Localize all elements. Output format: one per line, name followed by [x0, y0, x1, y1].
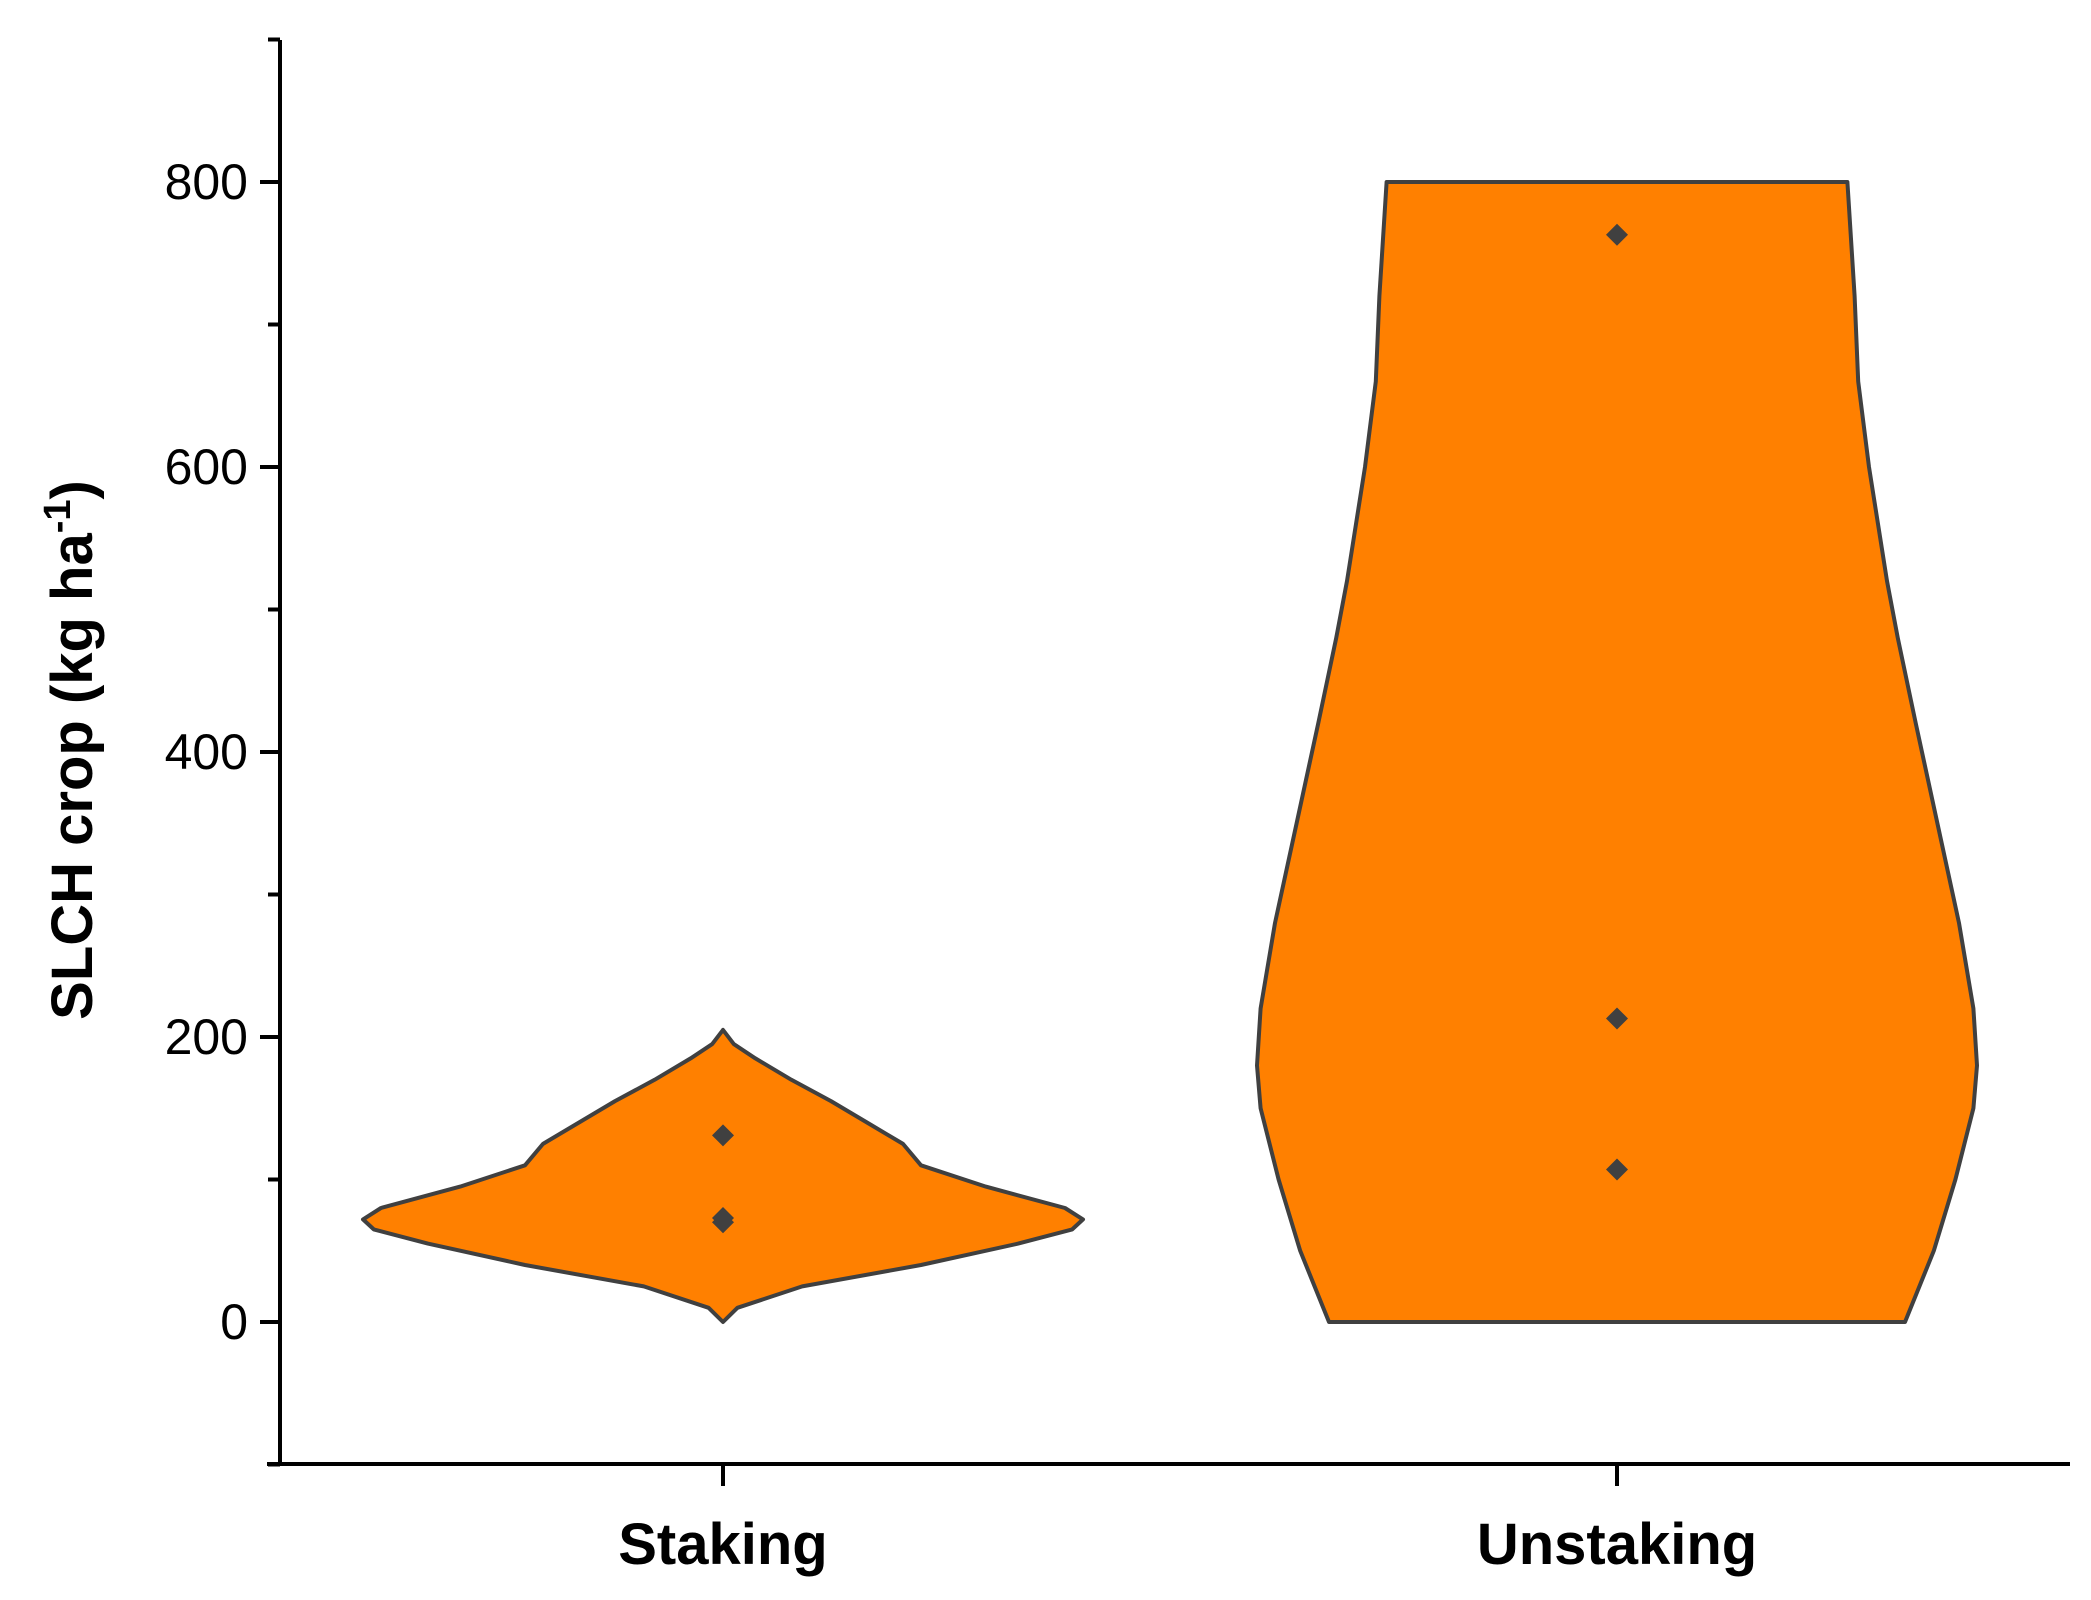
- x-category-label-unstaking: Unstaking: [1477, 1512, 1757, 1577]
- violin-unstaking: [1255, 180, 1979, 1324]
- violins: [361, 180, 1979, 1324]
- y-tick-label: 200: [165, 1009, 248, 1065]
- data-point-staking-2: [712, 1211, 734, 1234]
- data-point-unstaking-2: [1606, 1158, 1628, 1181]
- violin-staking: [361, 1027, 1085, 1324]
- y-tick-label: 0: [220, 1294, 248, 1350]
- y-tick-label: 400: [165, 724, 248, 780]
- data-points: [712, 223, 1628, 1234]
- y-tick-label: 800: [165, 154, 248, 210]
- y-tick-label: 600: [165, 439, 248, 495]
- y-axis-title-superscript: -1: [37, 499, 79, 533]
- y-axis-title: SLCH crop (kg ha-1): [37, 480, 105, 1020]
- data-point-staking-0: [712, 1124, 734, 1147]
- x-category-label-staking: Staking: [618, 1512, 828, 1577]
- y-ticks: 0 200 400 600 800: [165, 37, 280, 1467]
- data-point-unstaking-0: [1606, 223, 1628, 246]
- x-ticks: Staking Unstaking: [618, 1464, 1757, 1577]
- data-point-unstaking-1: [1606, 1007, 1628, 1030]
- y-axis-title-tail: ): [40, 480, 105, 499]
- y-axis-title-main: SLCH crop (kg ha: [40, 533, 105, 1020]
